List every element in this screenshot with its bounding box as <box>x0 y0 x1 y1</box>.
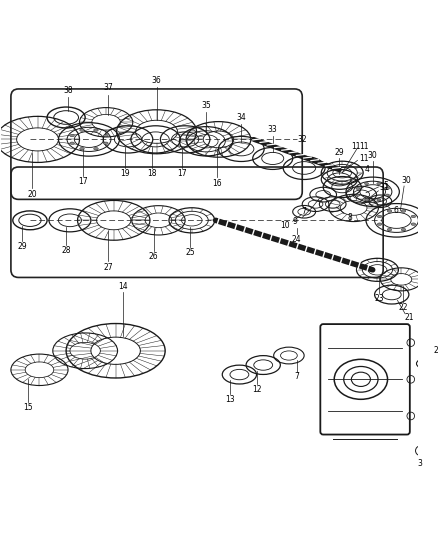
Text: 21: 21 <box>404 313 413 322</box>
Ellipse shape <box>70 134 74 137</box>
Ellipse shape <box>70 142 74 144</box>
Text: 35: 35 <box>201 101 211 110</box>
Ellipse shape <box>356 194 360 196</box>
Text: 10: 10 <box>280 221 290 230</box>
Text: 16: 16 <box>212 179 221 188</box>
Text: 12: 12 <box>252 385 261 394</box>
Text: 29: 29 <box>335 148 344 157</box>
Text: 24: 24 <box>292 235 301 244</box>
Text: 22: 22 <box>399 303 408 312</box>
Text: 7: 7 <box>294 372 299 381</box>
Text: 17: 17 <box>177 169 187 178</box>
Ellipse shape <box>387 228 392 231</box>
Text: 34: 34 <box>237 113 246 122</box>
Text: 4: 4 <box>364 165 369 174</box>
Text: 5: 5 <box>384 181 389 190</box>
Text: 15: 15 <box>23 403 33 413</box>
Text: 11: 11 <box>359 154 369 163</box>
Text: 2: 2 <box>433 346 438 355</box>
Ellipse shape <box>94 148 98 150</box>
Ellipse shape <box>377 223 382 225</box>
Text: 29: 29 <box>18 243 27 252</box>
Text: 19: 19 <box>120 169 130 178</box>
Text: 11: 11 <box>359 142 369 150</box>
Ellipse shape <box>94 129 98 131</box>
Text: 32: 32 <box>297 135 307 144</box>
Ellipse shape <box>103 134 108 137</box>
Text: 38: 38 <box>63 86 73 95</box>
Ellipse shape <box>364 199 368 201</box>
Text: 30: 30 <box>401 176 411 185</box>
Ellipse shape <box>377 199 381 201</box>
Ellipse shape <box>385 194 389 196</box>
Text: 37: 37 <box>103 84 113 93</box>
Ellipse shape <box>401 210 406 212</box>
Ellipse shape <box>103 142 108 144</box>
Ellipse shape <box>377 215 382 218</box>
Text: 17: 17 <box>78 177 88 186</box>
Text: 14: 14 <box>118 281 128 290</box>
Ellipse shape <box>387 210 392 212</box>
Text: 1: 1 <box>437 393 438 402</box>
Text: 28: 28 <box>61 246 71 255</box>
Text: 23: 23 <box>374 294 384 303</box>
Text: 27: 27 <box>103 263 113 272</box>
Ellipse shape <box>377 182 381 185</box>
Ellipse shape <box>411 223 416 225</box>
Ellipse shape <box>356 187 360 190</box>
Text: 13: 13 <box>225 395 235 404</box>
Text: 11: 11 <box>351 142 360 150</box>
Text: 3: 3 <box>418 458 423 467</box>
Text: 18: 18 <box>147 169 156 178</box>
Ellipse shape <box>364 182 368 185</box>
Ellipse shape <box>401 228 406 231</box>
Text: 8: 8 <box>347 213 352 222</box>
Ellipse shape <box>80 129 84 131</box>
Ellipse shape <box>80 148 84 150</box>
Text: 30: 30 <box>368 151 378 160</box>
Text: 7: 7 <box>302 207 307 216</box>
Text: 9: 9 <box>292 217 297 226</box>
Ellipse shape <box>411 215 416 218</box>
Text: 26: 26 <box>149 252 159 261</box>
Text: 36: 36 <box>152 76 162 85</box>
Text: 31: 31 <box>379 182 389 191</box>
Text: 20: 20 <box>27 190 37 199</box>
Text: 25: 25 <box>185 248 195 257</box>
Text: 6: 6 <box>393 206 398 215</box>
Text: 33: 33 <box>268 125 278 134</box>
Ellipse shape <box>385 187 389 190</box>
